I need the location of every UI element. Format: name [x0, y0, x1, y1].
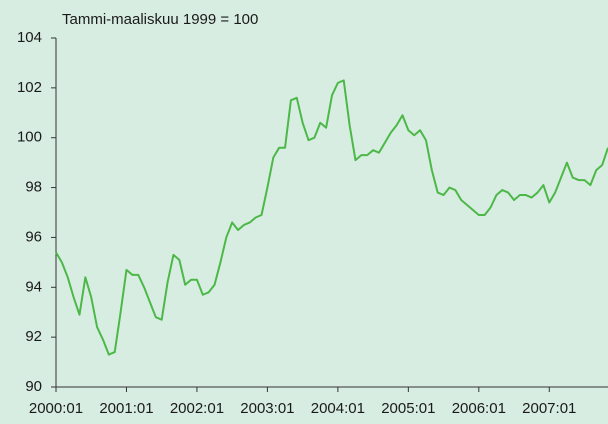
x-tick-label: 2007:01	[522, 400, 576, 417]
y-tick-label: 90	[25, 378, 42, 395]
x-tick-label: 2000:01	[29, 400, 83, 417]
y-tick-label: 104	[17, 29, 42, 46]
y-tick-label: 100	[17, 129, 42, 146]
y-tick-label: 92	[25, 328, 42, 345]
x-tick-label: 2005:01	[381, 400, 435, 417]
y-tick-label: 102	[17, 79, 42, 96]
x-tick-label: 2001:01	[99, 400, 153, 417]
x-tick-label: 2002:01	[170, 400, 224, 417]
y-tick-label: 98	[25, 179, 42, 196]
x-tick-label: 2006:01	[452, 400, 506, 417]
y-tick-label: 96	[25, 228, 42, 245]
x-tick-label: 2004:01	[311, 400, 365, 417]
x-tick-label: 2003:01	[240, 400, 294, 417]
y-tick-label: 94	[25, 278, 42, 295]
line-series	[55, 79, 608, 356]
chart-subtitle: Tammi-maaliskuu 1999 = 100	[62, 11, 258, 28]
